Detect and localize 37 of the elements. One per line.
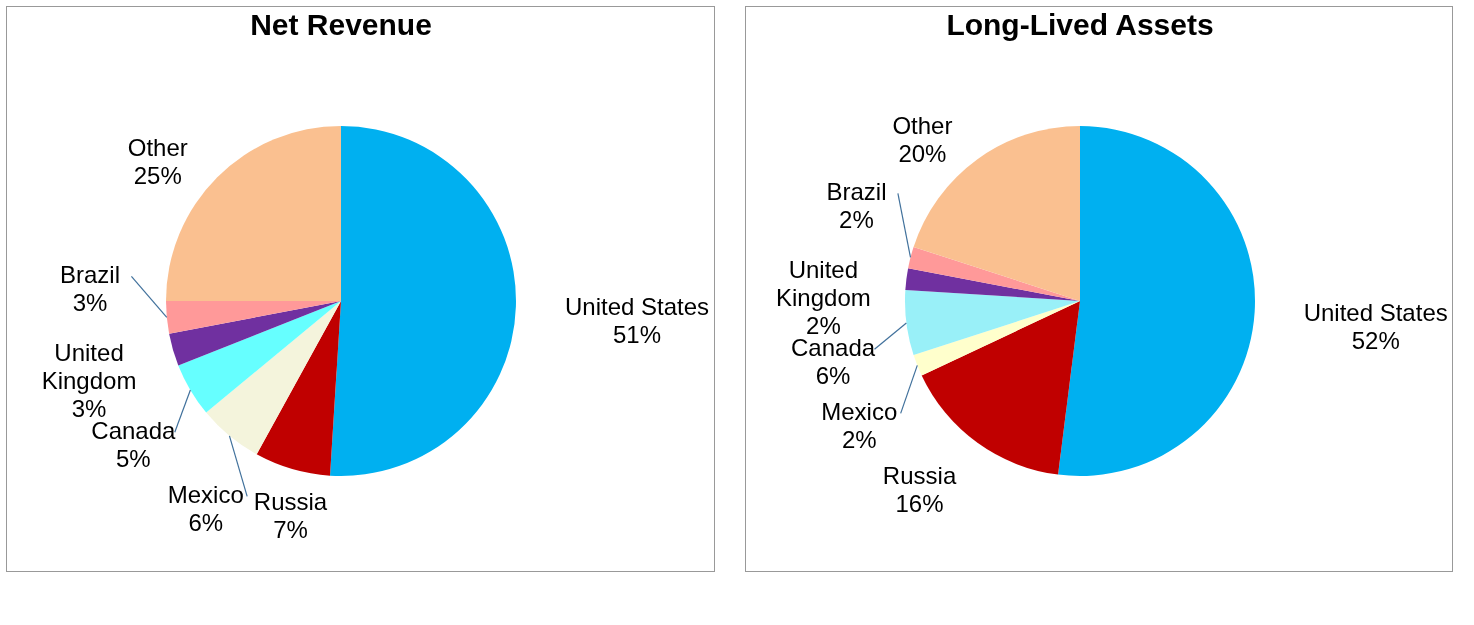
pie-slice	[905, 290, 1080, 356]
data-label: 2%	[839, 206, 874, 234]
pie-slice	[905, 268, 1080, 301]
slice-label: United States	[1303, 299, 1448, 327]
data-label: 7%	[273, 515, 308, 543]
pie-slice	[256, 301, 341, 476]
chart-title: Long-Lived Assets	[946, 8, 1214, 41]
pie-slice	[206, 301, 341, 455]
data-label: 16%	[895, 490, 944, 518]
data-label: 20%	[898, 140, 947, 168]
data-label: 6%	[815, 362, 851, 390]
slice-label: United Kingdom	[41, 339, 137, 395]
slice-label: Russia	[253, 487, 328, 515]
pie-slice	[330, 126, 516, 476]
pie-slice	[178, 301, 341, 413]
data-label: 6%	[188, 509, 224, 537]
data-label: 52%	[1351, 327, 1400, 355]
slice-label: Brazil	[59, 261, 120, 289]
pie-slice	[908, 246, 1080, 301]
data-label: 3%	[72, 289, 108, 317]
data-label: 25%	[133, 161, 182, 189]
pie-slice	[169, 301, 341, 366]
slice-label: United Kingdom	[776, 256, 871, 312]
data-label: 2%	[841, 426, 877, 454]
pie-slice	[913, 301, 1080, 376]
slice-label: Other	[127, 133, 188, 161]
pie-slice	[1058, 126, 1255, 476]
slice-label: Other	[892, 112, 953, 140]
slice-label: United States	[564, 292, 710, 320]
pie-slice	[166, 301, 341, 334]
slice-label: Brazil	[826, 178, 887, 206]
data-label: 5%	[115, 445, 151, 473]
chart-title: Net Revenue	[250, 8, 432, 41]
slice-label: Mexico	[821, 398, 898, 426]
slice-label: Mexico	[167, 481, 244, 509]
data-label: 51%	[612, 320, 662, 348]
slice-label: Russia	[882, 462, 957, 490]
